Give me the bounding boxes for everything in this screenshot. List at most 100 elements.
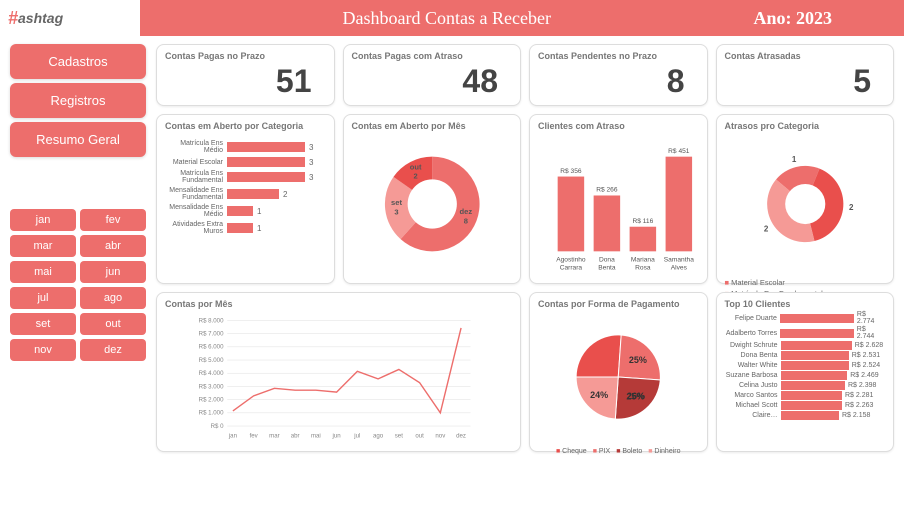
client-value: R$ 2.281	[842, 392, 873, 399]
svg-text:ago: ago	[373, 432, 384, 439]
kpi-label: Contas Pagas no Prazo	[165, 51, 326, 61]
kpi-value: 5	[725, 63, 886, 100]
bar	[781, 411, 840, 420]
svg-text:R$ 6.000: R$ 6.000	[199, 344, 224, 351]
month-button[interactable]: ago	[80, 287, 146, 309]
bar	[780, 329, 854, 338]
svg-text:Carrara: Carrara	[560, 264, 583, 271]
svg-text:25%: 25%	[626, 392, 644, 402]
svg-text:jul: jul	[353, 432, 360, 439]
month-button[interactable]: jun	[80, 261, 146, 283]
svg-text:R$ 1.000: R$ 1.000	[199, 410, 224, 417]
svg-text:abr: abr	[291, 432, 300, 439]
kpi-pagas-atraso: Contas Pagas com Atraso 48	[343, 44, 522, 106]
client-value: R$ 2.158	[839, 412, 870, 419]
svg-text:R$ 7.000: R$ 7.000	[199, 331, 224, 338]
kpi-pagas-prazo: Contas Pagas no Prazo 51	[156, 44, 335, 106]
chart-title: Contas por Forma de Pagamento	[538, 299, 699, 309]
svg-text:2: 2	[763, 224, 768, 233]
month-button[interactable]: mar	[10, 235, 76, 257]
legend-item: Material Escolar	[725, 278, 886, 287]
client-name: Marco Santos	[725, 392, 781, 399]
client-name: Adalberto Torres	[725, 330, 781, 337]
chart-atrasos-categoria: Atrasos pro Categoria 122 Material Escol…	[716, 114, 895, 284]
svg-text:Agostinho: Agostinho	[556, 257, 586, 264]
bar	[227, 157, 305, 167]
bar	[781, 391, 843, 400]
nav-button[interactable]: Registros	[10, 83, 146, 118]
client-value: R$ 2.628	[852, 342, 883, 349]
svg-text:Benta: Benta	[598, 264, 616, 271]
month-button[interactable]: set	[10, 313, 76, 335]
svg-text:dez: dez	[459, 207, 472, 216]
client-value: R$ 2.774	[854, 311, 885, 325]
svg-text:Alves: Alves	[671, 264, 688, 271]
chart-contas-mes: Contas por Mês R$ 8.000 R$ 7.000 R$ 6.000 R…	[156, 292, 521, 452]
kpi-atrasadas: Contas Atrasadas 5	[716, 44, 895, 106]
chart-title: Contas em Aberto por Mês	[352, 121, 513, 131]
svg-text:R$ 116: R$ 116	[632, 218, 653, 225]
svg-text:R$ 266: R$ 266	[596, 187, 618, 194]
kpi-label: Contas Atrasadas	[725, 51, 886, 61]
bar-label: Matrícula Ens Fundamental	[165, 170, 227, 184]
svg-text:mai: mai	[311, 432, 321, 439]
svg-text:R$ 451: R$ 451	[668, 148, 690, 155]
month-button[interactable]: abr	[80, 235, 146, 257]
svg-text:out: out	[415, 432, 424, 439]
svg-text:fev: fev	[250, 432, 259, 439]
bar	[781, 401, 843, 410]
chart-title: Contas por Mês	[165, 299, 512, 309]
content: Contas Pagas no Prazo 51 Contas Pagas co…	[156, 44, 894, 452]
chart-title: Clientes com Atraso	[538, 121, 699, 131]
bar-value: 3	[305, 158, 313, 167]
svg-text:nov: nov	[435, 432, 446, 439]
month-button[interactable]: jul	[10, 287, 76, 309]
client-value: R$ 2.398	[845, 382, 876, 389]
bar	[781, 371, 848, 380]
nav-button[interactable]: Cadastros	[10, 44, 146, 79]
svg-text:jan: jan	[228, 432, 237, 439]
month-button[interactable]: dez	[80, 339, 146, 361]
kpi-value: 51	[165, 63, 326, 100]
legend-item: Boleto	[616, 448, 642, 455]
svg-text:1: 1	[791, 155, 796, 164]
kpi-value: 8	[538, 63, 699, 100]
svg-text:Samantha: Samantha	[664, 257, 694, 264]
bar-value: 1	[253, 207, 261, 216]
kpi-label: Contas Pagas com Atraso	[352, 51, 513, 61]
month-button[interactable]: nov	[10, 339, 76, 361]
svg-text:Rosa: Rosa	[635, 264, 651, 271]
svg-text:Mariana: Mariana	[631, 257, 655, 264]
bar-label: Material Escolar	[165, 159, 227, 166]
bar-label: Mensalidade Ens Fundamental	[165, 187, 227, 201]
month-button[interactable]: out	[80, 313, 146, 335]
client-value: R$ 2.744	[854, 326, 885, 340]
svg-text:25%: 25%	[629, 355, 647, 365]
client-name: Walter White	[725, 362, 781, 369]
chart-aberto-categoria: Contas em Aberto por Categoria Matrícula…	[156, 114, 335, 284]
svg-text:Dona: Dona	[599, 257, 615, 264]
bar	[781, 381, 846, 390]
month-button[interactable]: jan	[10, 209, 76, 231]
year-label: Ano: 2023	[753, 8, 892, 29]
svg-text:R$ 3.000: R$ 3.000	[199, 383, 224, 390]
month-button[interactable]: mai	[10, 261, 76, 283]
client-name: Claire…	[725, 412, 781, 419]
month-button[interactable]: fev	[80, 209, 146, 231]
bar-value: 2	[279, 190, 287, 199]
svg-text:R$ 2.000: R$ 2.000	[199, 397, 224, 404]
bar	[227, 223, 253, 233]
bar	[780, 314, 854, 323]
chart-forma-pagamento: Contas por Forma de Pagamento 26%25%25%2…	[529, 292, 708, 452]
svg-text:R$ 8.000: R$ 8.000	[199, 317, 224, 324]
nav-button[interactable]: Resumo Geral	[10, 122, 146, 157]
svg-text:jun: jun	[332, 432, 341, 439]
chart-title: Top 10 Clientes	[725, 299, 886, 309]
client-value: R$ 2.263	[842, 402, 873, 409]
chart-title: Contas em Aberto por Categoria	[165, 121, 326, 131]
bar	[227, 189, 279, 199]
bar-label: Matrícula Ens Médio	[165, 140, 227, 154]
client-name: Dona Benta	[725, 352, 781, 359]
client-value: R$ 2.524	[849, 362, 880, 369]
bar-value: 3	[305, 173, 313, 182]
